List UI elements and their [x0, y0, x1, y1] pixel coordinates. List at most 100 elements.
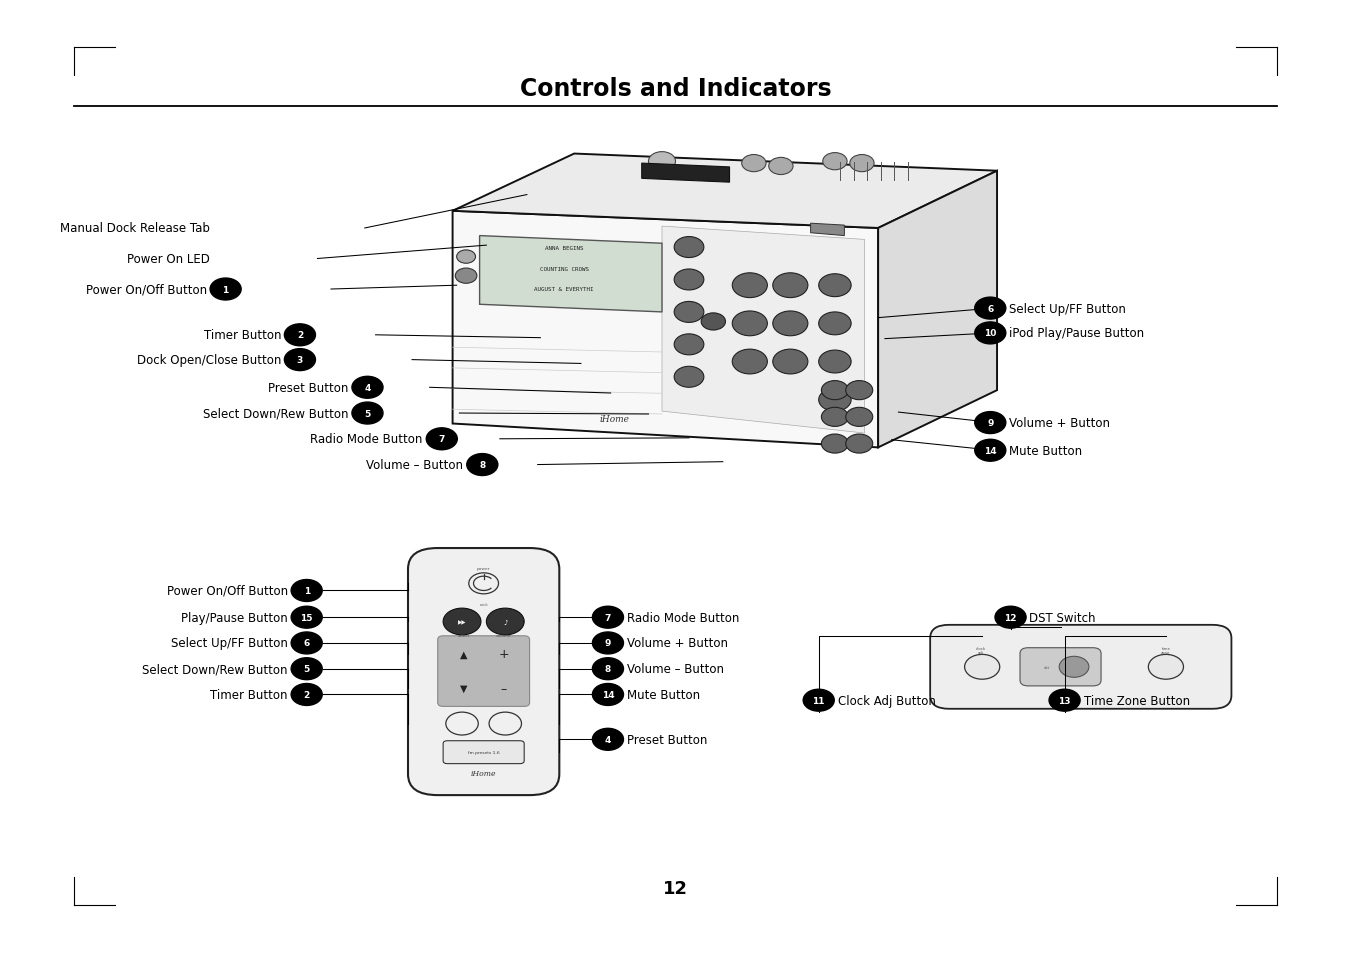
Text: 1: 1: [223, 285, 228, 294]
Circle shape: [592, 728, 624, 751]
Circle shape: [351, 402, 384, 425]
Circle shape: [211, 279, 240, 301]
Text: 10: 10: [984, 329, 997, 338]
Circle shape: [486, 609, 524, 636]
Circle shape: [965, 655, 1000, 679]
Circle shape: [674, 270, 704, 291]
Text: time: time: [1162, 646, 1170, 650]
Text: iHome: iHome: [471, 769, 496, 778]
Circle shape: [701, 314, 725, 331]
Text: Select Up/FF Button: Select Up/FF Button: [170, 637, 288, 650]
Circle shape: [1048, 690, 1079, 711]
Circle shape: [1148, 655, 1183, 679]
Text: –: –: [501, 682, 507, 695]
Text: ▼: ▼: [459, 683, 467, 694]
Text: clock: clock: [975, 646, 986, 650]
Circle shape: [819, 389, 851, 412]
Text: 12: 12: [1004, 613, 1017, 622]
Circle shape: [732, 274, 767, 298]
Text: select: select: [458, 633, 469, 638]
Text: DST Switch: DST Switch: [1029, 611, 1096, 624]
Text: 3: 3: [297, 355, 303, 365]
Text: 14: 14: [984, 446, 997, 456]
Text: Timer Button: Timer Button: [204, 329, 281, 342]
Circle shape: [292, 684, 322, 705]
Circle shape: [846, 435, 873, 454]
Circle shape: [292, 658, 322, 680]
Circle shape: [648, 152, 676, 172]
Text: iPod Play/Pause Button: iPod Play/Pause Button: [1009, 327, 1144, 340]
Circle shape: [773, 350, 808, 375]
Text: 14: 14: [601, 690, 615, 700]
Text: 2: 2: [297, 331, 303, 340]
Circle shape: [592, 658, 624, 680]
Circle shape: [732, 312, 767, 336]
Text: Controls and Indicators: Controls and Indicators: [520, 76, 831, 101]
Text: power: power: [477, 566, 490, 571]
FancyBboxPatch shape: [443, 741, 524, 764]
Text: adj: adj: [978, 651, 984, 655]
Text: Power On/Off Button: Power On/Off Button: [166, 584, 288, 598]
Text: 6: 6: [988, 304, 993, 314]
FancyBboxPatch shape: [408, 549, 559, 795]
Circle shape: [674, 237, 704, 258]
Polygon shape: [480, 236, 662, 313]
Text: Dock Open/Close Button: Dock Open/Close Button: [136, 354, 281, 367]
Circle shape: [769, 158, 793, 175]
Text: Preset Button: Preset Button: [627, 733, 707, 746]
Circle shape: [994, 607, 1027, 629]
Text: COUNTING CROWS: COUNTING CROWS: [539, 266, 589, 272]
Circle shape: [469, 574, 499, 595]
Text: rock: rock: [480, 602, 488, 607]
Circle shape: [846, 381, 873, 400]
Text: ▲: ▲: [459, 649, 467, 659]
Polygon shape: [811, 224, 844, 236]
Circle shape: [846, 408, 873, 427]
Circle shape: [821, 381, 848, 400]
Circle shape: [821, 408, 848, 427]
Text: 1: 1: [304, 586, 309, 596]
Text: Time Zone Button: Time Zone Button: [1084, 694, 1190, 707]
Text: Power On/Off Button: Power On/Off Button: [85, 283, 207, 296]
Circle shape: [819, 274, 851, 297]
Circle shape: [457, 251, 476, 264]
Text: ▶▶: ▶▶: [458, 619, 466, 624]
Text: Mute Button: Mute Button: [1009, 444, 1082, 457]
Text: Clock Adj Button: Clock Adj Button: [838, 694, 935, 707]
Circle shape: [1059, 657, 1089, 678]
Circle shape: [443, 609, 481, 636]
Text: Preset Button: Preset Button: [269, 381, 349, 395]
Circle shape: [773, 312, 808, 336]
Text: 9: 9: [605, 639, 611, 648]
Polygon shape: [642, 164, 730, 183]
FancyBboxPatch shape: [929, 625, 1232, 709]
Circle shape: [292, 607, 322, 629]
Text: 8: 8: [480, 460, 485, 470]
Circle shape: [974, 297, 1005, 320]
Text: Mute Button: Mute Button: [627, 688, 700, 701]
Circle shape: [427, 428, 457, 450]
Circle shape: [351, 377, 384, 399]
FancyBboxPatch shape: [438, 637, 530, 707]
Circle shape: [592, 607, 624, 629]
Polygon shape: [878, 172, 997, 448]
Text: Manual Dock Release Tab: Manual Dock Release Tab: [59, 222, 209, 235]
Circle shape: [592, 633, 624, 655]
Text: 7: 7: [439, 435, 444, 444]
Circle shape: [732, 350, 767, 375]
Text: Radio Mode Button: Radio Mode Button: [627, 611, 739, 624]
Text: 2: 2: [304, 690, 309, 700]
Polygon shape: [662, 227, 865, 434]
Circle shape: [674, 335, 704, 355]
Circle shape: [823, 153, 847, 171]
Circle shape: [446, 713, 478, 736]
Circle shape: [850, 155, 874, 172]
Text: 6: 6: [304, 639, 309, 648]
Text: Volume – Button: Volume – Button: [627, 662, 724, 676]
Text: 11: 11: [812, 696, 825, 705]
Text: 5: 5: [304, 664, 309, 674]
Text: 8: 8: [605, 664, 611, 674]
Text: Volume + Button: Volume + Button: [1009, 416, 1111, 430]
FancyBboxPatch shape: [1020, 648, 1101, 686]
Text: 12: 12: [663, 880, 688, 897]
